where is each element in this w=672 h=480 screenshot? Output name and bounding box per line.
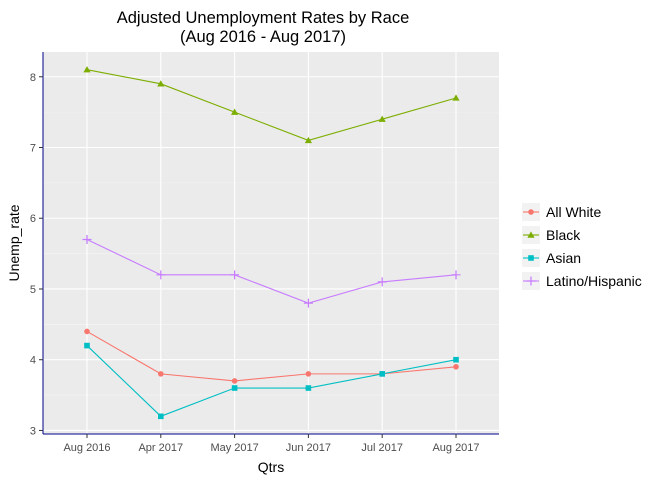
y-tick-label: 8 — [30, 72, 36, 84]
x-axis-title: Qtrs — [258, 459, 284, 475]
y-tick-label: 6 — [30, 213, 36, 225]
legend-key-marker — [528, 209, 534, 215]
data-point — [453, 363, 459, 370]
data-point — [157, 80, 165, 87]
series-line — [86, 345, 457, 417]
data-point — [452, 94, 460, 101]
data-point — [303, 298, 313, 308]
data-point — [156, 270, 166, 280]
legend-item: All White — [522, 203, 601, 221]
data-point — [83, 66, 91, 73]
data-point — [231, 378, 238, 384]
x-tick-label: Apr 2017 — [138, 442, 183, 454]
legend-item: Black — [522, 226, 581, 244]
legend-item: Asian — [522, 249, 581, 267]
legend-key-marker — [527, 231, 535, 238]
series-asian — [84, 342, 459, 420]
legend-item: Latino/Hispanic — [522, 272, 642, 290]
chart-title-line-2: (Aug 2016 - Aug 2017) — [180, 28, 346, 46]
x-tick-label: Jun 2017 — [286, 442, 331, 454]
y-tick-label: 5 — [30, 284, 36, 296]
data-point — [158, 413, 164, 420]
legend-key-marker — [526, 276, 536, 286]
data-point — [453, 356, 459, 363]
data-point — [304, 136, 312, 144]
data-point — [231, 108, 239, 115]
y-axis-title: Unemp_rate — [6, 204, 22, 281]
y-tick-label: 7 — [30, 143, 36, 155]
series-line — [86, 238, 457, 304]
legend-label: Asian — [546, 250, 581, 266]
series-latino-hispanic — [82, 234, 461, 308]
series-layer — [82, 66, 461, 420]
x-tick-label: Aug 2017 — [432, 442, 479, 454]
data-point — [451, 270, 461, 280]
grid-lines — [43, 52, 499, 434]
data-point — [158, 371, 164, 377]
data-point — [377, 277, 387, 287]
y-axis-ticks: 3 4 5 6 7 8 — [30, 72, 43, 437]
data-point — [82, 234, 92, 244]
series-line — [86, 330, 457, 382]
data-point — [230, 270, 240, 280]
legend: All White Black Asian Latino/Hispanic — [522, 203, 642, 290]
data-point — [84, 328, 90, 335]
legend-key-marker — [528, 255, 534, 261]
data-point — [84, 342, 90, 349]
data-point — [378, 115, 386, 122]
x-tick-label: Jul 2017 — [361, 442, 403, 454]
x-axis-ticks: Aug 2016 Apr 2017 May 2017 Jun 2017 Jul 2017… — [63, 434, 480, 454]
series-line — [86, 69, 457, 142]
data-point — [231, 385, 238, 391]
x-tick-label: Aug 2016 — [63, 442, 110, 454]
y-tick-label: 4 — [30, 355, 36, 367]
legend-label: All White — [546, 204, 601, 220]
series-black — [83, 66, 460, 144]
data-point — [379, 371, 385, 377]
legend-label: Latino/Hispanic — [546, 273, 642, 289]
legend-label: Black — [546, 227, 581, 243]
y-tick-label: 3 — [30, 425, 36, 437]
data-point — [305, 385, 312, 391]
x-tick-label: May 2017 — [210, 442, 258, 454]
plot-panel — [43, 52, 499, 434]
chart-title-line-1: Adjusted Unemployment Rates by Race — [117, 9, 410, 27]
data-point — [305, 371, 312, 377]
